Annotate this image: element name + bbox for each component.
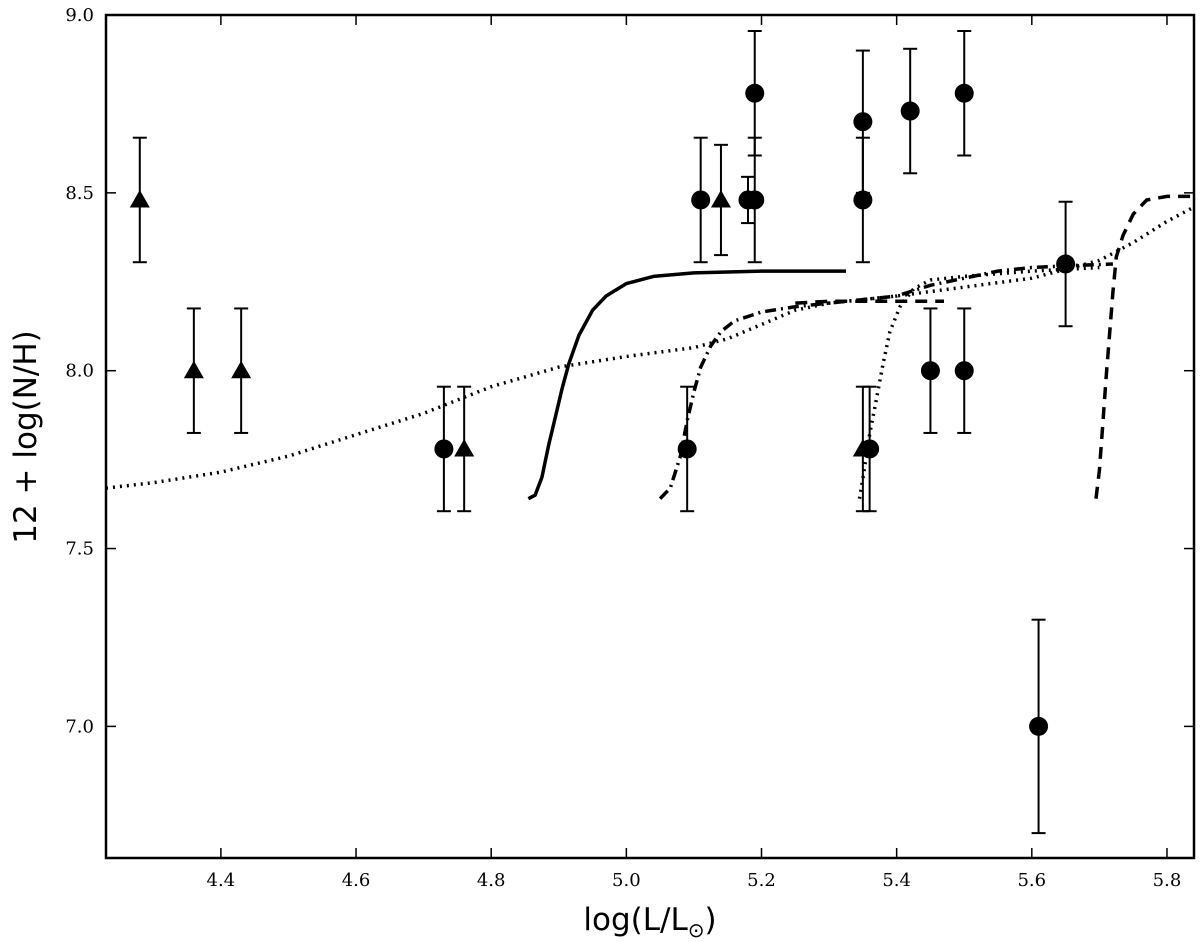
x-axis-title-main: log(L/L [583, 902, 688, 938]
circle-marker [677, 439, 697, 459]
data-point-circle-13 [954, 307, 974, 434]
x-tick-label: 4.6 [342, 870, 371, 891]
data-point-circle-2 [677, 385, 697, 513]
model-track-dashed-3 [795, 299, 944, 305]
x-tick-label: 4.4 [207, 870, 236, 891]
data-point-circle-1 [434, 385, 454, 513]
data-point-circle-14 [1029, 618, 1049, 835]
x-tick-label: 5.8 [1153, 870, 1182, 891]
x-axis-title-suffix: ) [705, 902, 717, 938]
data-point-triangle-2 [183, 307, 204, 434]
data-point-circle-8 [853, 136, 873, 264]
circle-marker [920, 361, 940, 381]
model-track-dashdot-2 [658, 262, 1113, 500]
data-point-triangle-4 [454, 385, 475, 513]
triangle-marker [454, 438, 475, 457]
circle-marker [853, 190, 873, 210]
triangle-marker [231, 360, 252, 379]
x-tick-label: 5.4 [882, 870, 911, 891]
circle-marker [1056, 254, 1076, 274]
circle-marker [954, 83, 974, 103]
model-track-dashed-4 [1094, 194, 1194, 499]
triangle-marker [710, 189, 731, 208]
data-point-circle-12 [954, 30, 974, 157]
circle-marker [745, 83, 765, 103]
x-tick-label: 5.6 [1017, 870, 1046, 891]
triangle-marker [129, 189, 150, 208]
triangle-marker [183, 360, 204, 379]
circle-marker [691, 190, 711, 210]
plot-area [105, 30, 1195, 835]
circle-marker [1029, 716, 1049, 736]
x-tick-label: 5.2 [747, 870, 776, 891]
data-point-triangle-3 [231, 307, 252, 434]
data-point-triangle-5 [710, 143, 731, 257]
y-tick-label: 8.0 [65, 361, 94, 382]
y-tick-label: 7.5 [65, 539, 94, 560]
y-tick-label: 7.0 [65, 716, 94, 737]
model-track-dotted-5 [105, 205, 1195, 490]
model-track-solid-1 [527, 269, 846, 501]
model-track-dotted-6 [857, 265, 1100, 499]
circle-marker [954, 361, 974, 381]
triangle-marker [852, 438, 873, 457]
axes-frame [104, 13, 1196, 860]
x-tick-label: 5.0 [612, 870, 641, 891]
data-point-circle-6 [745, 30, 765, 157]
circle-marker [853, 112, 873, 132]
data-point-circle-10 [900, 47, 920, 175]
circle-marker [745, 190, 765, 210]
y-axis-title: 12 + log(N/H) [8, 330, 44, 544]
data-point-circle-11 [920, 307, 940, 434]
data-point-triangle-1 [129, 136, 150, 264]
y-tick-label: 9.0 [65, 5, 94, 26]
x-axis-title-sub: ⊙ [688, 918, 705, 942]
x-axis-title: log(L/L⊙) [583, 902, 716, 942]
data-point-circle-15 [1056, 200, 1076, 328]
circle-marker [900, 101, 920, 121]
data-point-circle-3 [691, 136, 711, 264]
y-tick-label: 8.5 [65, 183, 94, 204]
circle-marker [434, 439, 454, 459]
axis-ticks: 4.4 4.6 4.8 5.0 5.2 5.4 5.6 5.8 7.0 7.5 8.0 8.5 9.0 [65, 5, 1194, 891]
data-point-triangle-6 [852, 385, 873, 513]
x-tick-label: 4.8 [477, 870, 506, 891]
